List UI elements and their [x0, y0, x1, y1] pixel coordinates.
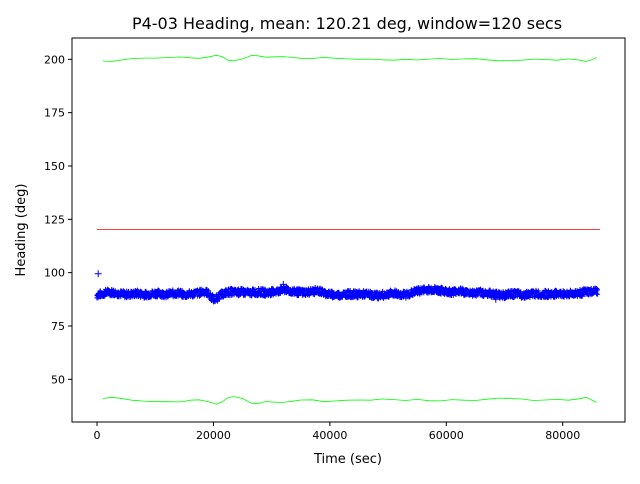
- plot-data: [94, 54, 601, 405]
- heading-point: [518, 289, 524, 295]
- heading-outlier: [492, 295, 500, 303]
- heading-point: [191, 292, 197, 298]
- x-ticks: 0 20000 40000 60000 80000: [94, 422, 580, 442]
- heading-markers: [94, 270, 601, 305]
- chart-title: P4-03 Heading, mean: 120.21 deg, window=…: [132, 14, 562, 33]
- heading-point: [527, 295, 533, 300]
- heading-point: [579, 293, 585, 299]
- y-tick-label: 100: [44, 267, 65, 280]
- heading-outlier: [279, 280, 287, 288]
- heading-point: [170, 287, 176, 293]
- heading-point: [408, 287, 414, 293]
- heading-point: [235, 287, 240, 293]
- y-tick-label: 75: [51, 320, 65, 333]
- y-tick-label: 150: [44, 160, 65, 173]
- y-tick-label: 50: [51, 373, 65, 386]
- y-tick-label: 175: [44, 107, 65, 120]
- heading-point: [138, 288, 144, 294]
- axes-frame: [71, 37, 626, 423]
- x-tick-label: 60000: [429, 429, 464, 442]
- x-tick-label: 40000: [312, 429, 347, 442]
- upper-bound-line: [102, 54, 597, 62]
- y-ticks: 50 75 100 125 150 175 200: [44, 53, 72, 386]
- y-axis-label: Heading (deg): [14, 184, 29, 277]
- y-tick-label: 200: [44, 53, 65, 66]
- x-tick-label: 0: [94, 429, 101, 442]
- x-tick-label: 80000: [545, 429, 580, 442]
- heading-point: [595, 291, 601, 297]
- lower-bound-line: [102, 396, 597, 405]
- heading-outlier: [94, 270, 102, 278]
- heading-point: [511, 294, 517, 300]
- heading-point: [216, 296, 222, 302]
- y-tick-label: 125: [44, 213, 65, 226]
- x-tick-label: 20000: [196, 429, 231, 442]
- heading-point: [474, 291, 480, 297]
- x-axis-label: Time (sec): [313, 452, 382, 467]
